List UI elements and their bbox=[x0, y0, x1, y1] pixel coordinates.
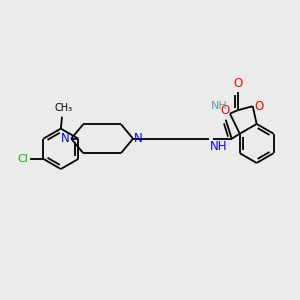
Text: N: N bbox=[134, 132, 143, 145]
Text: NH: NH bbox=[210, 140, 228, 153]
Text: N: N bbox=[61, 132, 70, 145]
Text: Cl: Cl bbox=[18, 154, 28, 164]
Text: O: O bbox=[233, 76, 242, 90]
Text: O: O bbox=[255, 100, 264, 113]
Text: NH: NH bbox=[211, 101, 228, 111]
Text: CH₃: CH₃ bbox=[54, 103, 72, 113]
Text: O: O bbox=[220, 104, 229, 117]
